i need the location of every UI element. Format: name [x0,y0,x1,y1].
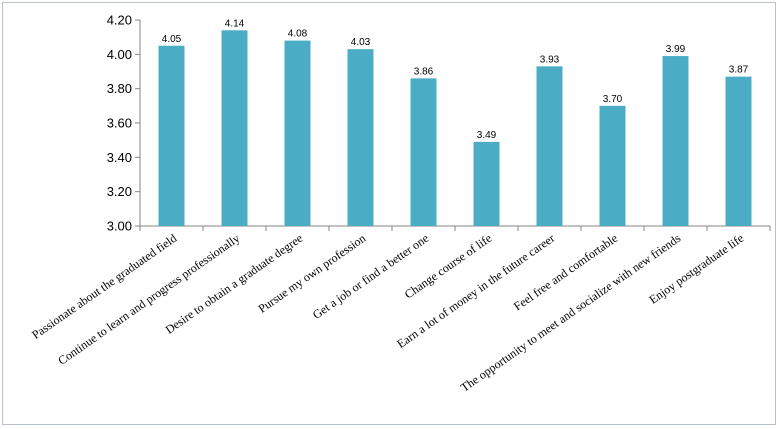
bar-series [158,30,752,227]
bar [725,76,752,227]
category-label: Get a job or find a better one [310,231,431,322]
y-tick-label: 3.00 [107,219,132,234]
bar [536,66,563,226]
y-tick-label: 3.60 [107,116,132,131]
category-label: The opportunity to meet and socialize wi… [458,231,684,395]
data-label: 4.03 [351,37,371,48]
data-label: 3.70 [603,94,623,105]
y-axis-ticks: 3.00 3.20 3.40 3.60 3.80 4.00 4.20 [107,13,771,234]
y-tick-label: 3.20 [107,184,132,199]
data-labels: 4.05 4.14 4.08 4.03 3.86 3.49 3.93 3.70 3.99 3.87 [162,18,749,141]
data-label: 4.05 [162,34,182,45]
data-label: 3.49 [477,130,497,141]
bar [221,30,248,226]
chart-frame [2,2,776,425]
y-tick-label: 4.20 [107,13,132,28]
bar [158,45,185,226]
data-label: 3.93 [540,54,560,65]
bar [347,49,374,226]
data-label: 3.87 [729,65,749,76]
y-tick-label: 3.40 [107,150,132,165]
data-label: 3.86 [414,66,434,77]
data-label: 3.99 [666,44,686,55]
bar [473,141,500,226]
bar [662,56,689,226]
bar [284,40,311,226]
category-label: Feel free and comfortable [511,231,620,313]
bar [599,105,626,226]
data-label: 4.08 [288,29,308,40]
y-tick-label: 3.80 [107,81,132,96]
bar [410,78,437,226]
data-label: 4.14 [225,18,245,29]
category-labels: Passionate about the graduated fieldCont… [29,231,746,395]
y-tick-label: 4.00 [107,47,132,62]
category-label: Pursue my own profession [256,231,369,316]
